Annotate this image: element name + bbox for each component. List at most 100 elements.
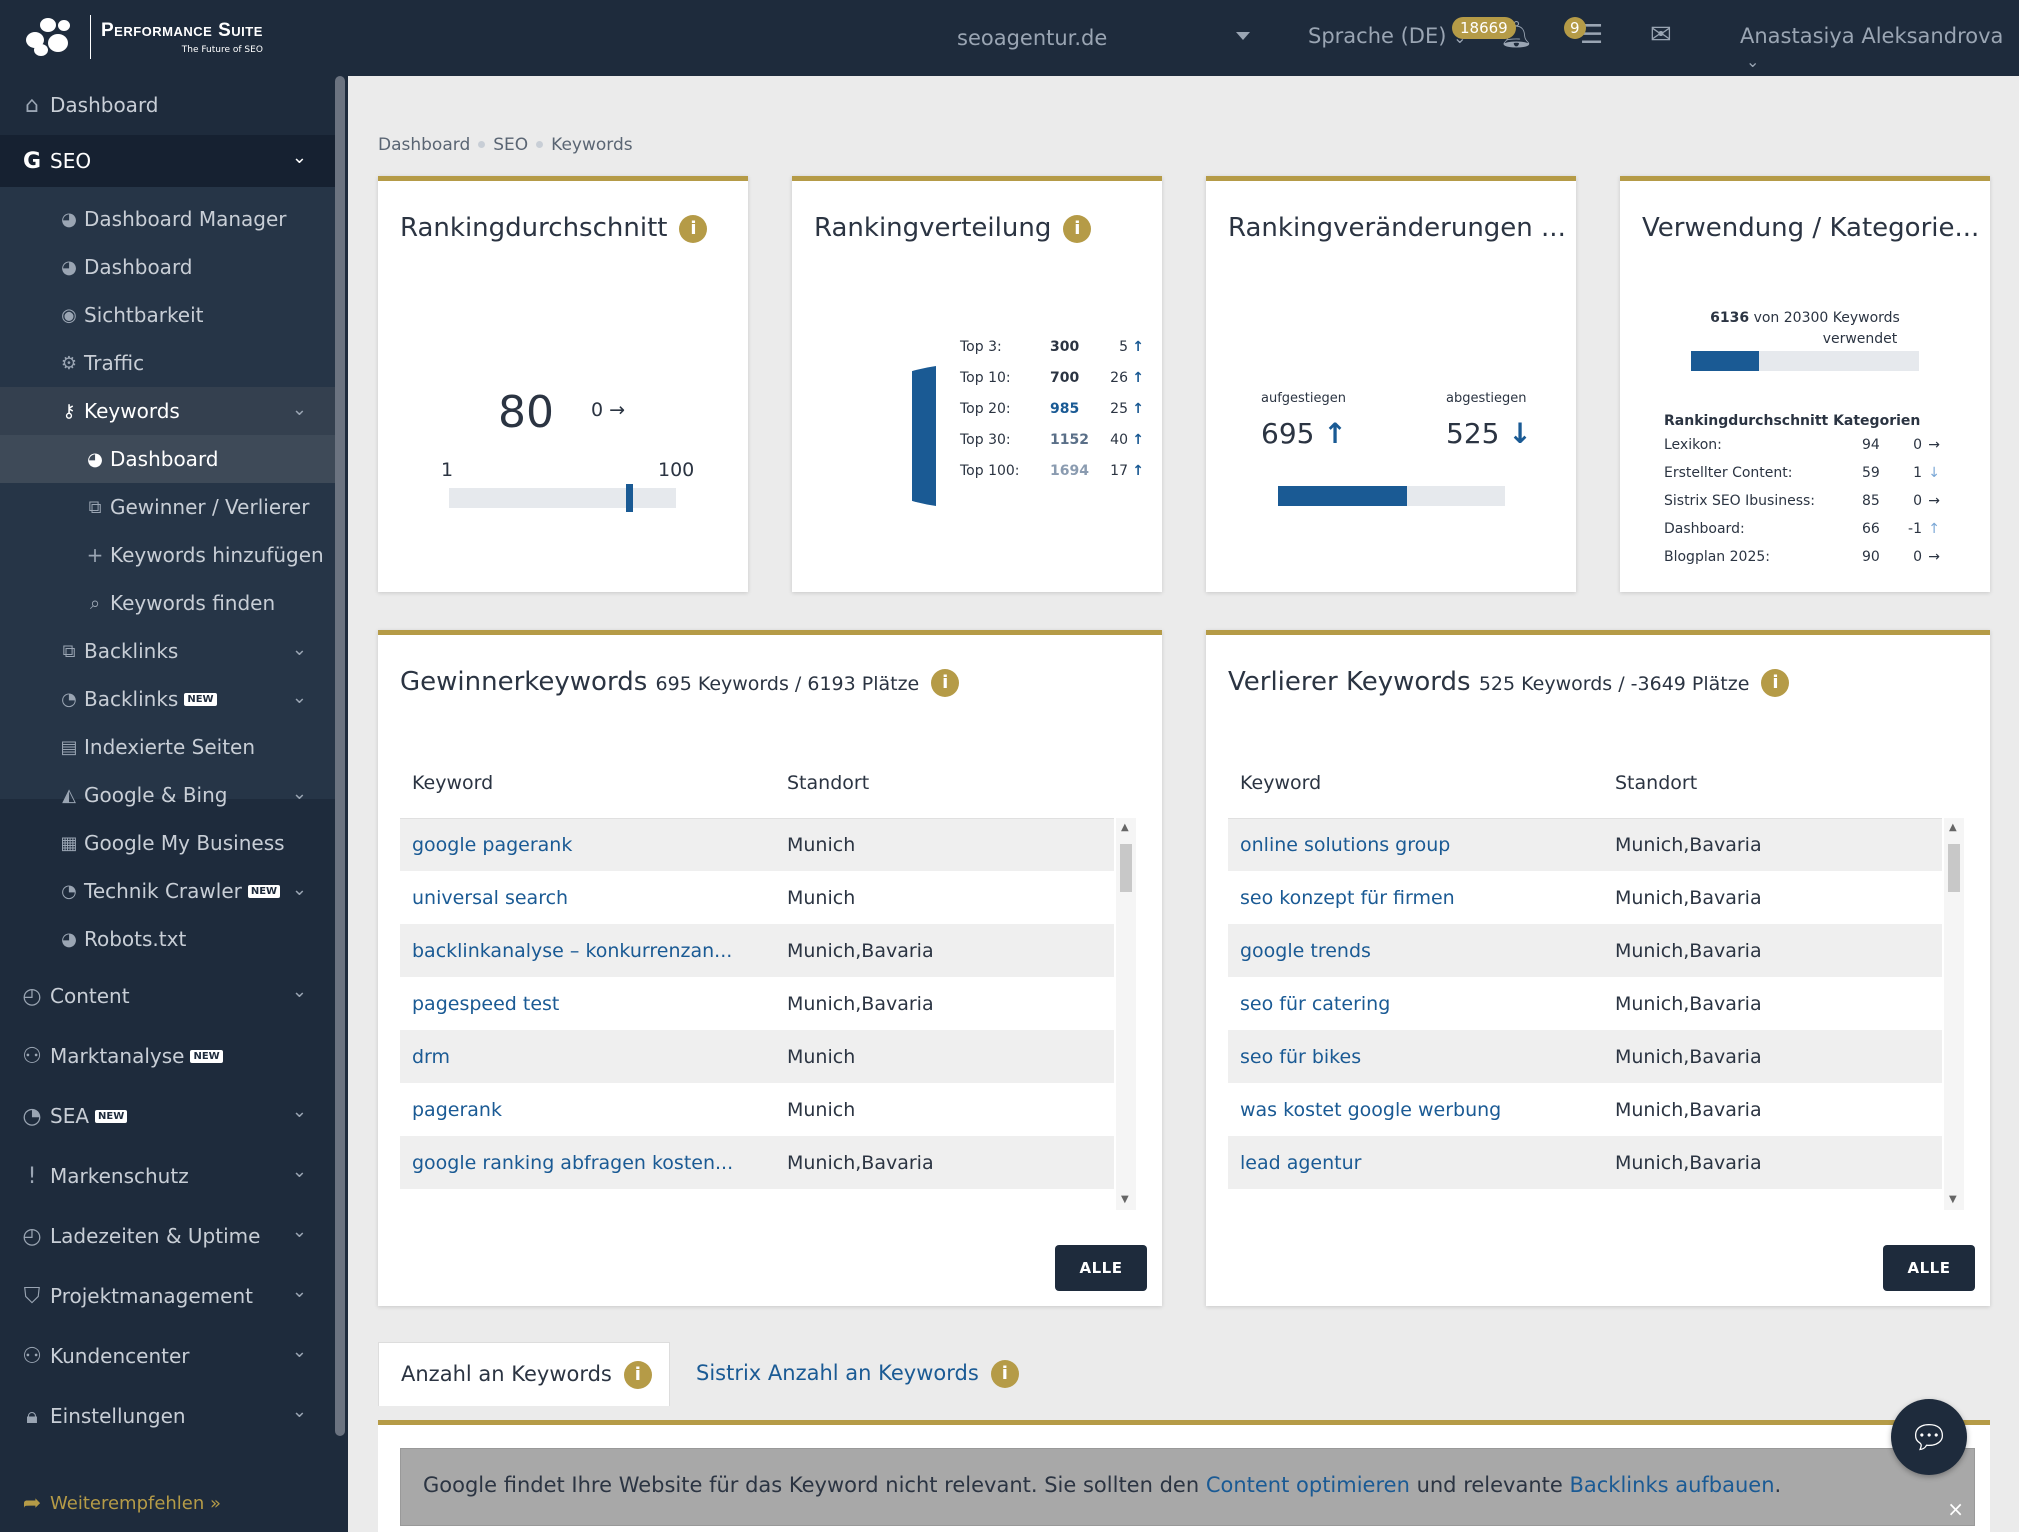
sidebar-item-seo[interactable]: G SEO ⌄: [0, 135, 335, 187]
chat-button[interactable]: 💬︎: [1891, 1399, 1967, 1475]
sidebar-item-add-keywords[interactable]: + Keywords hinzufügen: [0, 531, 335, 579]
notifications-badge[interactable]: 18669: [1452, 17, 1516, 39]
relevance-alert: Google findet Ihre Website für das Keywo…: [400, 1448, 1975, 1526]
table-row[interactable]: backlinkanalyse – konkurrenzan... Munich,…: [400, 924, 1114, 977]
table-row[interactable]: pagerank Munich: [400, 1083, 1114, 1136]
sidebar-item-dashboard-manager[interactable]: ◕ Dashboard Manager: [0, 195, 335, 243]
sidebar-item-keywords-dashboard[interactable]: ◕ Dashboard: [0, 435, 335, 483]
tab-anzahl-keywords[interactable]: Anzahl an Keywords i: [378, 1342, 670, 1406]
sidebar-item-sichtbarkeit[interactable]: ◉ Sichtbarkeit: [0, 291, 335, 339]
chevron-down-icon: ⌄: [291, 1101, 307, 1122]
sidebar-item-technik-crawler[interactable]: ◔ Technik Crawler NEW ⌄: [0, 867, 335, 915]
table-row[interactable]: seo konzept für firmen Munich,Bavaria: [1228, 871, 1942, 924]
sidebar-item-google-bing[interactable]: ◭ Google & Bing ⌄: [0, 771, 335, 819]
sidebar-item-backlinks-new[interactable]: ◔ Backlinks NEW ⌄: [0, 675, 335, 723]
keyword-link[interactable]: seo für bikes: [1228, 1030, 1603, 1083]
language-select[interactable]: Sprache (DE) ⌄: [1308, 24, 1467, 48]
table-row[interactable]: universal search Munich: [400, 871, 1114, 924]
table-row[interactable]: online solutions group Munich,Bavaria: [1228, 818, 1942, 871]
sidebar-item-ladezeiten[interactable]: ◴ Ladezeiten & Uptime ⌄: [0, 1209, 335, 1263]
info-icon[interactable]: i: [1761, 668, 1790, 697]
sidebar-item-markenschutz[interactable]: ! Markenschutz ⌄: [0, 1149, 335, 1203]
sidebar-item-robots[interactable]: ◕ Robots.txt: [0, 915, 335, 963]
winners-card: Gewinnerkeywords 695 Keywords / 6193 Plä…: [378, 630, 1162, 1306]
losers-all-button[interactable]: ALLE: [1883, 1245, 1975, 1291]
table-row[interactable]: google ranking abfragen kosten... Munich,…: [400, 1136, 1114, 1189]
col-location[interactable]: Standort: [1615, 772, 1698, 794]
losers-scrollbar[interactable]: ▲ ▼: [1944, 818, 1964, 1210]
info-icon[interactable]: i: [990, 1360, 1019, 1388]
tasks-badge[interactable]: 9: [1564, 17, 1586, 39]
ranking-average-card: Rankingdurchschnitt i 80 0 → 1 100: [378, 176, 748, 592]
keyword-link[interactable]: drm: [400, 1030, 775, 1083]
sidebar-item-backlinks[interactable]: ⧉ Backlinks ⌄: [0, 627, 335, 675]
sidebar-item-content[interactable]: ◴ Content ⌄: [0, 969, 335, 1023]
sidebar-recommend-link[interactable]: ➦ Weiterempfehlen »: [0, 1479, 335, 1527]
col-keyword[interactable]: Keyword: [1240, 772, 1322, 794]
keyword-link[interactable]: pagespeed test: [412, 992, 560, 1015]
sidebar-item-projektmanagement[interactable]: ⛉ Projektmanagement ⌄: [0, 1269, 335, 1323]
google-icon: G: [22, 148, 42, 174]
domain-caret-icon[interactable]: [1236, 32, 1250, 40]
location-cell: Munich,Bavaria: [1603, 818, 1942, 871]
sidebar-item-dashboard[interactable]: ⌂ Dashboard: [0, 81, 335, 129]
keyword-link[interactable]: was kostet google werbung: [1240, 1098, 1502, 1121]
down-label: abgestiegen: [1446, 391, 1527, 406]
breadcrumb-dashboard[interactable]: Dashboard: [378, 135, 471, 155]
sidebar-item-traffic[interactable]: ⚙ Traffic: [0, 339, 335, 387]
table-row[interactable]: drm Munich: [400, 1030, 1114, 1083]
table-row[interactable]: seo für bikes Munich,Bavaria: [1228, 1030, 1942, 1083]
breadcrumb-keywords[interactable]: Keywords: [551, 135, 633, 155]
sidebar-item-keywords[interactable]: ⚷ Keywords ⌄: [0, 387, 335, 435]
sidebar-item-find-keywords[interactable]: ⌕ Keywords finden: [0, 579, 335, 627]
breadcrumb-seo[interactable]: SEO: [493, 135, 529, 155]
build-backlinks-link[interactable]: Backlinks aufbauen: [1569, 1473, 1775, 1497]
winners-all-button[interactable]: ALLE: [1055, 1245, 1147, 1291]
sidebar-item-indexed-pages[interactable]: ▤ Indexierte Seiten: [0, 723, 335, 771]
info-icon[interactable]: i: [679, 214, 708, 243]
sidebar-item-einstellungen[interactable]: 🔒︎ Einstellungen ⌄: [0, 1389, 335, 1443]
col-location[interactable]: Standort: [787, 772, 870, 794]
tab-sistrix-anzahl-keywords[interactable]: Sistrix Anzahl an Keywords i: [696, 1360, 1019, 1388]
col-keyword[interactable]: Keyword: [412, 772, 494, 794]
table-row[interactable]: google trends Munich,Bavaria: [1228, 924, 1942, 977]
table-row[interactable]: seo für catering Munich,Bavaria: [1228, 977, 1942, 1030]
usage-card: Verwendung / Kategorie... 6136 von 20300…: [1620, 176, 1990, 592]
close-icon[interactable]: ×: [1947, 1497, 1964, 1521]
content-optimize-link[interactable]: Content optimieren: [1205, 1473, 1410, 1497]
domain-select[interactable]: seoagentur.de: [957, 26, 1108, 50]
distribution-row: Top 100: 1694 17 ↑: [960, 463, 1144, 479]
keyword-link[interactable]: google ranking abfragen kosten...: [400, 1136, 775, 1189]
sidebar-item-seo-dashboard[interactable]: ◕ Dashboard: [0, 243, 335, 291]
sidebar-item-kundencenter[interactable]: ⚇ Kundencenter ⌄: [0, 1329, 335, 1383]
sidebar-item-google-my-business[interactable]: ▦ Google My Business: [0, 819, 335, 867]
sidebar-scrollbar[interactable]: [335, 76, 345, 1436]
info-icon[interactable]: i: [1063, 214, 1092, 243]
brand[interactable]: Performance Suite The Future of SEO: [22, 14, 263, 60]
keyword-link[interactable]: backlinkanalyse – konkurrenzan...: [400, 924, 775, 977]
sidebar-item-winners-losers[interactable]: ⧉ Gewinner / Verlierer: [0, 483, 335, 531]
info-icon[interactable]: i: [931, 668, 960, 697]
keyword-link[interactable]: google trends: [1228, 924, 1603, 977]
keyword-link[interactable]: google pagerank: [400, 818, 775, 871]
info-icon[interactable]: i: [623, 1361, 652, 1389]
distribution-semicircle: [912, 366, 936, 506]
keyword-link[interactable]: universal search: [412, 886, 569, 909]
winners-scrollbar[interactable]: ▲ ▼: [1116, 818, 1136, 1210]
table-row[interactable]: was kostet google werbung Munich,Bavaria: [1228, 1083, 1942, 1136]
table-header: Keyword Standort: [400, 758, 1114, 808]
table-row[interactable]: google pagerank Munich: [400, 818, 1114, 871]
user-menu[interactable]: Anastasiya Aleksandrova ⌄: [1740, 24, 2004, 71]
sidebar-item-sea[interactable]: ◔ SEA NEW ⌄: [0, 1089, 335, 1143]
keyword-link[interactable]: online solutions group: [1228, 818, 1603, 871]
mail-icon[interactable]: ✉: [1650, 20, 1672, 50]
keyword-link[interactable]: seo konzept für firmen: [1240, 886, 1455, 909]
keyword-link[interactable]: seo für catering: [1240, 992, 1391, 1015]
table-row[interactable]: lead agentur Munich,Bavaria: [1228, 1136, 1942, 1189]
keyword-link[interactable]: lead agentur: [1228, 1136, 1603, 1189]
keyword-link[interactable]: pagerank: [412, 1098, 502, 1121]
chevron-down-icon: ⌄: [291, 1281, 307, 1302]
tasks-icon[interactable]: ☰: [1580, 20, 1604, 50]
table-row[interactable]: pagespeed test Munich,Bavaria: [400, 977, 1114, 1030]
sidebar-item-marktanalyse[interactable]: ⚇ Marktanalyse NEW: [0, 1029, 335, 1083]
